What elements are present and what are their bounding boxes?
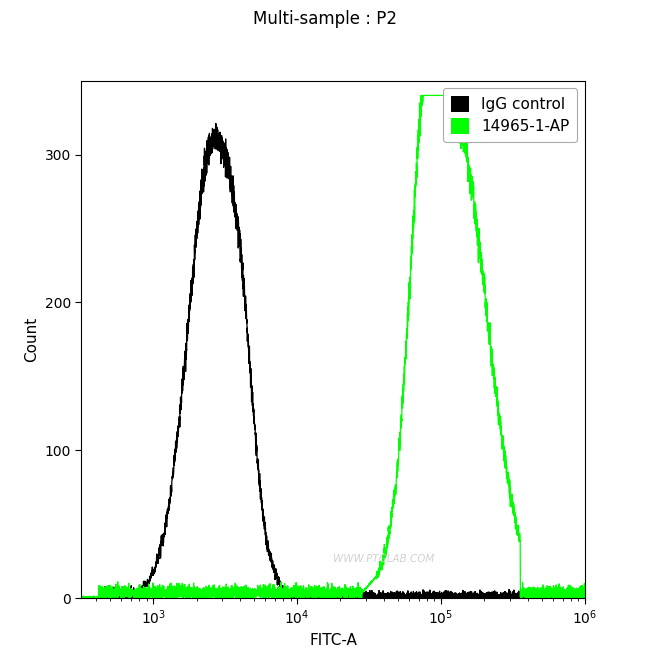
Legend: IgG control, 14965-1-AP: IgG control, 14965-1-AP (443, 88, 577, 142)
X-axis label: FITC-A: FITC-A (309, 632, 357, 648)
Y-axis label: Count: Count (24, 317, 39, 362)
Text: Multi-sample : P2: Multi-sample : P2 (253, 10, 397, 28)
Text: WWW.PTGLAB.COM: WWW.PTGLAB.COM (333, 554, 434, 564)
